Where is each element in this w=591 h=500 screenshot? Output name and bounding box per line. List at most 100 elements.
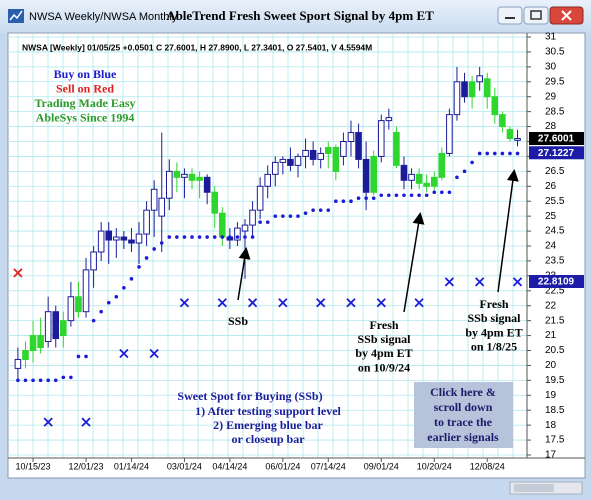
candle-body <box>234 227 241 241</box>
stop-dot <box>76 354 81 359</box>
candle-body <box>506 129 514 140</box>
legend-text: Buy on Blue <box>54 67 117 81</box>
stop-dot <box>91 318 96 323</box>
annotation: by 4pm ET <box>465 325 522 339</box>
sweet-spot-line: 2) Emerging blue bar <box>213 418 323 432</box>
candle-body <box>415 173 423 184</box>
candle-body <box>203 176 211 193</box>
candle-body <box>271 161 279 175</box>
candle-body <box>22 350 29 360</box>
scroll-thumb[interactable] <box>514 484 554 492</box>
candle-body <box>181 173 188 178</box>
candle-body <box>294 155 302 166</box>
info-line: NWSA [Weekly] 01/05/25 +0.0501 C 27.6001… <box>22 42 372 52</box>
candle-body <box>14 358 22 369</box>
x-tick-label: 07/14/24 <box>311 461 346 471</box>
candle-body <box>491 96 499 116</box>
candle-body <box>120 236 128 241</box>
y-tick-label: 25 <box>545 211 557 222</box>
annotation: SSb signal <box>467 311 521 325</box>
candle-body <box>90 251 97 271</box>
stop-dot <box>31 378 35 383</box>
buy-mark <box>316 298 326 308</box>
candle-body <box>52 311 60 340</box>
stop-dot <box>220 235 225 239</box>
candle-body <box>158 197 166 217</box>
stop-dot <box>273 214 278 218</box>
candle-body <box>408 173 415 181</box>
stop-dot <box>114 294 119 299</box>
annotation: Fresh <box>479 297 508 311</box>
candle-body <box>143 209 150 235</box>
stop-dot <box>265 220 270 224</box>
candle-body <box>241 224 249 232</box>
y-tick-label: 25.5 <box>545 196 565 207</box>
y-tick-label: 20 <box>545 360 557 371</box>
maximize-glyph <box>530 10 542 20</box>
click-box-text: scroll down <box>434 400 493 414</box>
click-box-text: earlier signals <box>427 430 499 444</box>
stop-dot <box>53 378 58 383</box>
y-tick-label: 24.5 <box>545 226 565 237</box>
candle-body <box>75 296 82 313</box>
buy-mark <box>119 348 129 359</box>
maximize-button[interactable] <box>523 6 549 25</box>
candle-body <box>166 170 173 199</box>
y-tick-label: 24 <box>545 241 557 252</box>
buy-mark <box>376 298 386 308</box>
x-tick-label: 12/01/23 <box>69 461 104 471</box>
click-box-text: Click here & <box>430 385 496 399</box>
buy-mark <box>346 298 356 308</box>
candle-body <box>60 320 67 337</box>
candle-body <box>400 164 408 181</box>
stop-dot <box>205 235 209 239</box>
stop-dot <box>371 196 376 201</box>
price-label-box <box>529 146 584 160</box>
x-tick-label: 12/08/24 <box>470 461 505 471</box>
stop-dot <box>515 151 520 156</box>
legend-text: Sell on Red <box>56 81 114 95</box>
plot-area <box>8 33 527 458</box>
stop-dot <box>159 241 164 245</box>
minimize-button[interactable] <box>497 6 523 25</box>
candle-body <box>302 149 309 157</box>
y-tick-label: 29 <box>545 91 557 102</box>
buy-mark <box>475 277 485 287</box>
y-tick-label: 26 <box>545 181 557 192</box>
stop-dot <box>508 151 512 156</box>
stop-dot <box>341 199 346 204</box>
stop-dot <box>23 378 28 383</box>
candle-body <box>423 182 430 187</box>
stop-dot <box>409 193 414 198</box>
stop-dot <box>334 199 338 204</box>
stop-dot <box>182 235 187 239</box>
y-tick-label: 22.5 <box>545 285 565 296</box>
stop-dot <box>212 235 217 239</box>
stop-dot <box>318 208 323 212</box>
candle-body <box>514 138 521 141</box>
stop-dot <box>69 375 73 380</box>
candle-body <box>67 296 75 322</box>
candle-body <box>340 141 347 157</box>
y-tick-label: 19 <box>545 390 557 401</box>
stop-dot <box>258 220 262 224</box>
candle-body <box>196 176 203 181</box>
y-tick-label: 28.5 <box>545 106 565 117</box>
candle-body <box>82 269 90 313</box>
stop-dot <box>152 247 156 251</box>
x-tick-label: 09/01/24 <box>364 461 399 471</box>
click-box[interactable] <box>414 382 513 448</box>
candle-body <box>377 120 385 157</box>
x-tick-label: 04/14/24 <box>212 461 247 471</box>
arrow <box>237 247 251 301</box>
candle-body <box>347 132 355 143</box>
candle-body <box>324 146 332 154</box>
price-label: 27.6001 <box>538 134 575 145</box>
stop-dot <box>387 193 391 198</box>
candle-body <box>370 155 377 193</box>
candle-body <box>453 81 461 116</box>
x-tick-label: 01/14/24 <box>114 461 149 471</box>
stop-dot <box>46 378 50 383</box>
candle-body <box>44 311 52 343</box>
